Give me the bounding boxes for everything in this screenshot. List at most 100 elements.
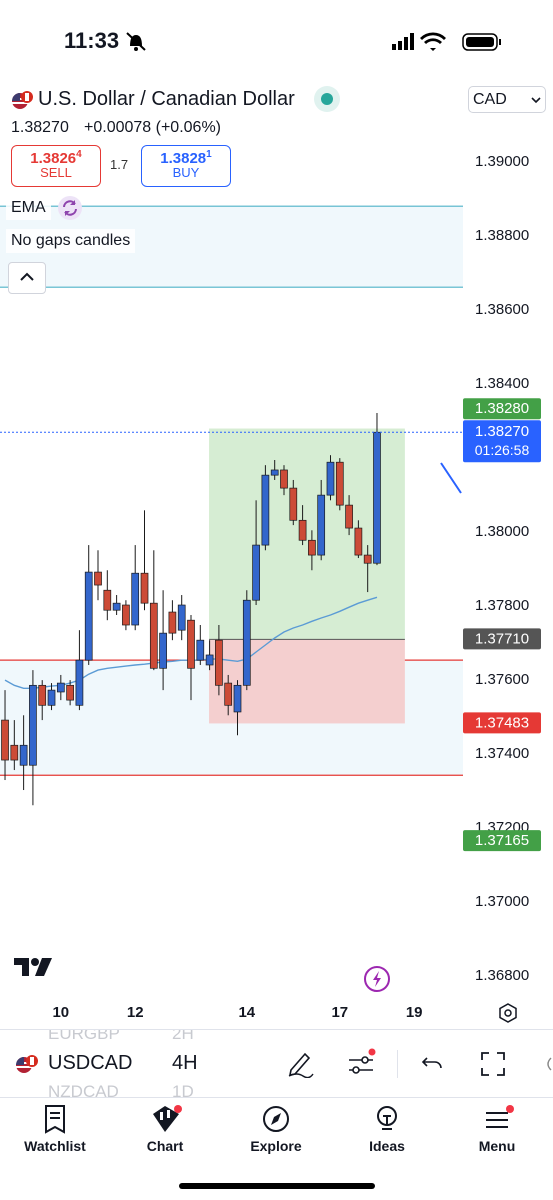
- y-tick-label: 1.37400: [475, 745, 529, 762]
- next-interval[interactable]: 1D: [172, 1082, 194, 1097]
- y-tick-label: 1.38600: [475, 301, 529, 318]
- tab-watchlist[interactable]: Watchlist: [0, 1100, 110, 1170]
- currency: CAD: [473, 91, 507, 108]
- sell-button[interactable]: 1.38264 SELL: [11, 145, 101, 187]
- price-axis: 1.390001.388001.386001.384001.382001.380…: [52, 153, 541, 1021]
- indicators-button[interactable]: [347, 1048, 377, 1078]
- home-indicator: [179, 1183, 375, 1189]
- chart: 1.390001.388001.386001.384001.382001.380…: [0, 153, 541, 1021]
- y-tick-label: 1.36800: [475, 967, 529, 984]
- undo-button[interactable]: [421, 1052, 445, 1074]
- chevron-down: [531, 97, 541, 104]
- buy-label: BUY: [172, 165, 200, 180]
- candle-body: [29, 684, 37, 766]
- sell-price: 1.3826: [30, 150, 77, 167]
- indicator-legend[interactable]: EMA: [6, 196, 51, 220]
- profit-zone: [209, 428, 405, 640]
- candle-body: [326, 461, 335, 496]
- indicator-loading-icon: [58, 196, 82, 220]
- tab-label: Ideas: [369, 1138, 405, 1154]
- y-tick-label: 1.37000: [475, 893, 529, 910]
- candle-body: [19, 744, 28, 766]
- candle-body: [363, 554, 372, 564]
- settings-button[interactable]: [498, 1003, 518, 1023]
- candle-body: [308, 539, 316, 556]
- watchlist-icon: [45, 1105, 65, 1134]
- candle-body: [168, 611, 177, 634]
- candle-body: [270, 469, 279, 476]
- x-tick-label: 10: [52, 1004, 69, 1021]
- tab-explore[interactable]: Explore: [221, 1100, 331, 1170]
- x-tick-label: 14: [238, 1004, 255, 1021]
- buy-button[interactable]: 1.38281 BUY: [141, 145, 231, 187]
- candle-body: [205, 654, 214, 666]
- candle-body: [373, 431, 381, 564]
- countdown-label: 01:26:58: [475, 442, 530, 458]
- candle-body: [280, 469, 288, 489]
- tab-ideas[interactable]: Ideas: [332, 1100, 442, 1170]
- pair-flag-icon: [16, 1055, 38, 1073]
- candle-body: [66, 684, 74, 701]
- market-status: [314, 86, 340, 112]
- candle-body: [94, 571, 102, 586]
- sell-pip: 4: [76, 149, 82, 160]
- candle-body: [122, 604, 130, 626]
- candle-body: [289, 487, 298, 521]
- last-price: 1.38270: [11, 119, 69, 136]
- next-symbol[interactable]: NZDCAD: [48, 1082, 119, 1097]
- prev-interval[interactable]: 2H: [172, 1030, 194, 1043]
- price-tag: [463, 830, 541, 852]
- tradingview-logo: [14, 958, 52, 976]
- price-change: +0.00078 (+0.06%): [84, 119, 221, 136]
- sell-label: SELL: [40, 165, 72, 180]
- candle-body: [112, 602, 121, 611]
- candle-body: [47, 689, 56, 706]
- candle-body: [233, 684, 242, 713]
- y-tick-label: 1.38800: [475, 227, 529, 244]
- candle-body: [56, 682, 65, 693]
- price-tag-label: 1.38280: [475, 400, 529, 417]
- tab-chart[interactable]: Chart: [110, 1100, 220, 1170]
- y-tick-label: 1.37600: [475, 671, 529, 688]
- currency-dropdown[interactable]: CAD: [468, 86, 546, 113]
- candle-body: [177, 604, 186, 631]
- prev-symbol[interactable]: EURGBP: [48, 1030, 120, 1043]
- collapse-legend-button[interactable]: [8, 262, 46, 294]
- candle-body: [149, 602, 158, 669]
- candle-body: [75, 659, 84, 706]
- candle-body: [298, 519, 307, 541]
- chart-icon: [153, 1105, 182, 1132]
- chevron-up: [20, 272, 34, 281]
- candle-body: [345, 504, 353, 529]
- explore-icon: [263, 1106, 289, 1132]
- candle-body: [215, 639, 223, 686]
- price-tag: [463, 712, 541, 734]
- clock: 11:33: [64, 28, 120, 53]
- current-interval[interactable]: 4H: [172, 1052, 198, 1074]
- candle-body: [140, 572, 149, 604]
- status-icons: [392, 32, 501, 51]
- candle-body: [242, 599, 251, 686]
- price-tag-label: 1.37165: [475, 832, 529, 849]
- ideas-icon: [377, 1106, 397, 1130]
- last-price-tag: [463, 420, 541, 463]
- current-symbol[interactable]: USDCAD: [48, 1052, 133, 1074]
- chart-note: No gaps candles: [6, 229, 136, 253]
- fullscreen-button[interactable]: [480, 1051, 506, 1077]
- menu-icon: [486, 1105, 514, 1128]
- tab-menu[interactable]: Menu: [442, 1100, 552, 1170]
- more-button[interactable]: [542, 1056, 553, 1072]
- lightning-button[interactable]: [363, 965, 391, 993]
- candle-body: [131, 572, 140, 626]
- draw-button[interactable]: [287, 1048, 315, 1078]
- candle-body: [196, 639, 205, 661]
- candle-body: [335, 461, 344, 506]
- price-tag: [463, 398, 541, 420]
- candle-body: [354, 527, 363, 556]
- mute-icon: [126, 32, 146, 51]
- y-tick-label: 1.39000: [475, 153, 529, 170]
- candle-body: [317, 494, 326, 556]
- candle-body: [84, 571, 93, 661]
- tab-label: Menu: [478, 1138, 516, 1154]
